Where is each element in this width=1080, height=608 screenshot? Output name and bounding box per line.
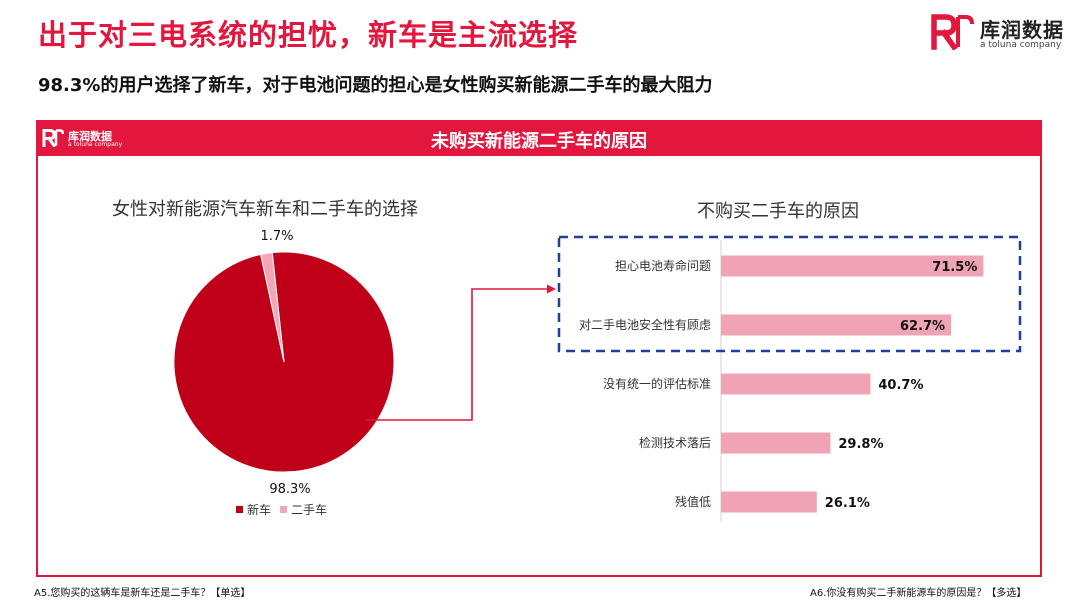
legend-swatch-new-car — [236, 506, 243, 513]
page-subtitle: 98.3%的用户选择了新车，对于电池问题的担心是女性购买新能源二手车的最大阻力 — [38, 75, 713, 96]
panel-logo-name: 库润数据 — [68, 130, 112, 143]
highlight-box — [557, 235, 1022, 353]
pie-slice-used-car — [260, 252, 285, 363]
panel-logo: 库润数据 a toluna company — [42, 129, 132, 151]
bar-4 — [721, 491, 817, 513]
bar-0 — [721, 255, 984, 277]
bar-chart: 担心电池寿命问题 71.5% 对二手电池安全性有顾虑 62.7% 没有统一的评估标准 40… — [579, 240, 984, 522]
legend-label-new-car: 新车 — [247, 502, 271, 517]
panel-header: 库润数据 a toluna company 未购买新能源二手车的原因 — [38, 122, 1040, 156]
bar-value-label-3: 29.8% — [838, 437, 883, 452]
bar-1 — [721, 314, 952, 336]
brand-logo: 库润数据 a toluna company — [930, 14, 1065, 54]
pie-label-new-car: 98.3% — [269, 482, 310, 497]
callout-connector-arrow — [366, 288, 550, 421]
chart-panel: 库润数据 a toluna company 未购买新能源二手车的原因 — [36, 120, 1042, 577]
brand-tagline: a toluna company — [980, 40, 1062, 50]
bar-value-label-2: 40.7% — [878, 378, 923, 393]
bar-category-label-0: 担心电池寿命问题 — [615, 258, 711, 273]
footnote-right: A6.你没有购买二手新能源车的原因是？【多选】 — [810, 588, 1027, 599]
pie-chart-title: 女性对新能源汽车新车和二手车的选择 — [112, 199, 418, 220]
bar-category-label-2: 没有统一的评估标准 — [603, 376, 711, 391]
brand-logo-mark-icon — [931, 14, 974, 51]
legend-swatch-used-car — [280, 506, 287, 513]
legend-label-used-car: 二手车 — [291, 502, 327, 517]
pie-chart: 1.7% 98.3% 新车 二手车 — [173, 229, 395, 517]
brand-name: 库润数据 — [980, 18, 1064, 42]
bar-value-label-4: 26.1% — [825, 496, 870, 511]
footnote-left: A5.您购买的这辆车是新车还是二手车？【单选】 — [34, 588, 251, 599]
pie-label-used-car: 1.7% — [260, 229, 293, 244]
panel-logo-mark-icon — [42, 129, 65, 148]
bar-value-label-0: 71.5% — [932, 260, 977, 275]
page-title: 出于对三电系统的担忧，新车是主流选择 — [38, 18, 579, 52]
panel-title: 未购买新能源二手车的原因 — [431, 131, 647, 152]
bar-3 — [721, 432, 831, 454]
callout-arrowhead-icon — [547, 284, 556, 294]
panel-logo-tagline: a toluna company — [68, 141, 123, 148]
bar-category-label-1: 对二手电池安全性有顾虑 — [579, 317, 711, 332]
bar-category-label-3: 检测技术落后 — [639, 435, 711, 450]
bar-value-label-1: 62.7% — [900, 319, 945, 334]
bar-category-label-4: 残值低 — [675, 494, 711, 509]
bar-chart-title: 不购买二手车的原因 — [697, 201, 859, 222]
bar-2 — [721, 373, 871, 395]
